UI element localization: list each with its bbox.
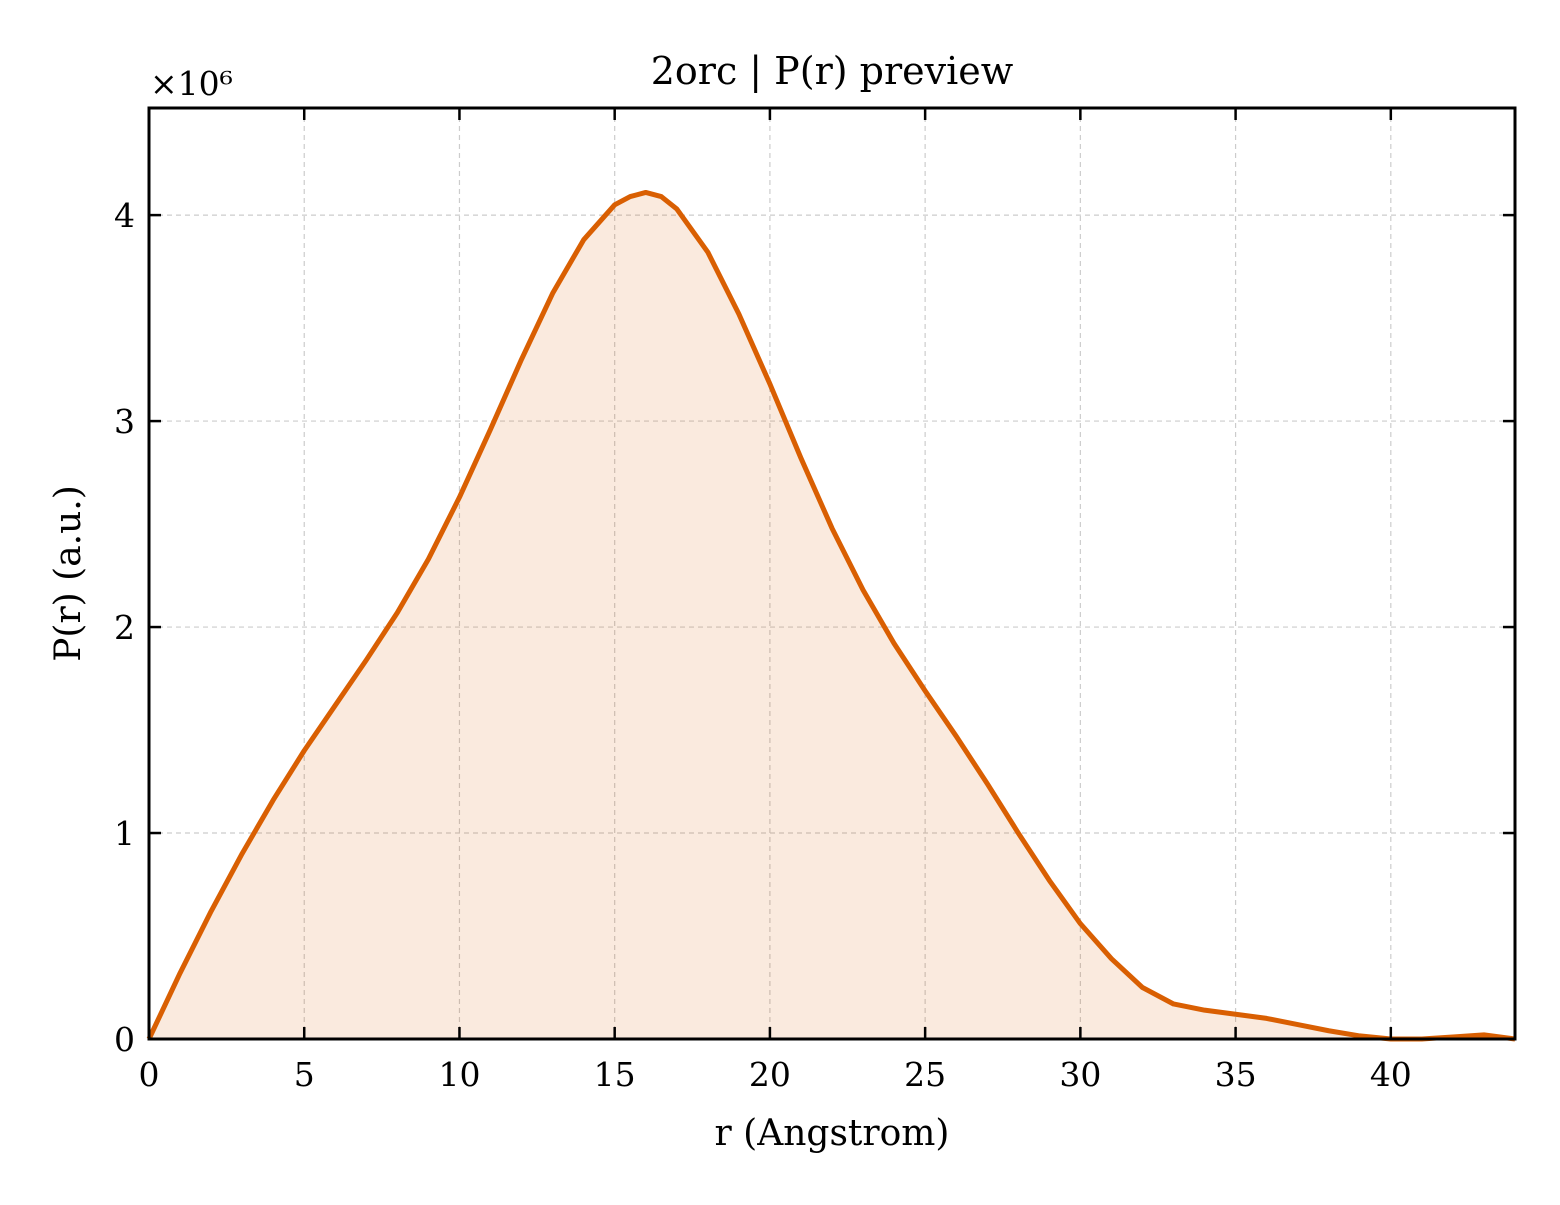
y-tick-label: 0 <box>114 1020 135 1059</box>
x-tick-label: 15 <box>594 1055 636 1094</box>
x-tick-label: 5 <box>294 1055 315 1094</box>
x-tick-label: 30 <box>1059 1055 1101 1094</box>
x-tick-label: 20 <box>749 1055 791 1094</box>
x-tick-label: 35 <box>1215 1055 1257 1094</box>
y-tick-label: 1 <box>114 814 135 853</box>
x-tick-label: 25 <box>904 1055 946 1094</box>
grid-layer <box>149 108 1515 1039</box>
x-tick-label: 10 <box>438 1055 480 1094</box>
series-area-fill <box>149 192 1515 1039</box>
y-tick-label: 4 <box>114 196 135 235</box>
y-tick-label: 2 <box>114 608 135 647</box>
x-axis-label: r (Angstrom) <box>715 1113 950 1154</box>
y-tick-label: 3 <box>114 402 135 441</box>
series-line <box>146 189 1516 1042</box>
x-tick-label: 0 <box>139 1055 160 1094</box>
tick-layer: 0 5 10 15 20 25 30 35 40 0 1 2 3 4 <box>114 108 1515 1094</box>
y-axis-label: P(r) (a.u.) <box>48 485 89 662</box>
chart-title: 2orc | P(r) preview <box>651 49 1014 93</box>
x-tick-label: 40 <box>1370 1055 1412 1094</box>
plot-frame <box>147 106 1517 1041</box>
y-offset-label: ×10⁶ <box>150 64 233 103</box>
